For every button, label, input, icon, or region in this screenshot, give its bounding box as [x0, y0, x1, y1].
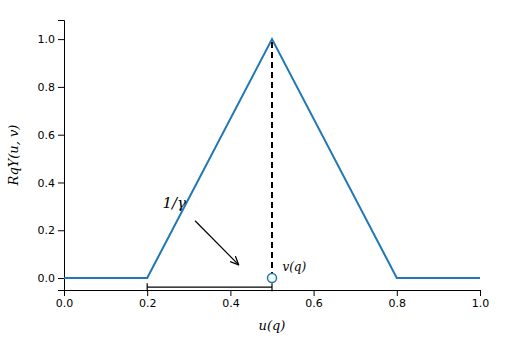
y-axis: 0.0 0.2 0.4 0.6 0.8 1.0	[38, 21, 65, 291]
y-axis-line	[58, 21, 65, 291]
tick-mark	[58, 278, 64, 279]
y-axis-title: RqY(u, v)	[6, 125, 21, 187]
tick: 0.6	[305, 290, 323, 310]
tick-label: 0.6	[38, 129, 56, 142]
tick: 1.0	[472, 290, 490, 310]
tick-mark	[58, 87, 64, 88]
tick-label: 0.2	[139, 297, 157, 310]
point	[268, 274, 277, 283]
tick: 0.0	[38, 272, 65, 285]
tick-label: 0.2	[38, 224, 56, 237]
tick-mark	[230, 290, 231, 296]
tick: 0.8	[38, 81, 65, 94]
bracket-end	[271, 283, 272, 291]
tick-label: 0.0	[38, 272, 56, 285]
annotation-arrow	[195, 221, 239, 265]
tick: 1.0	[38, 33, 65, 46]
tick-label: 1.0	[38, 33, 56, 46]
bracket-line	[147, 287, 272, 288]
tick: 0.4	[38, 176, 65, 189]
x-axis-line	[65, 291, 481, 297]
tick: 0.2	[38, 224, 65, 237]
tick-label: 0.8	[38, 81, 56, 94]
tick-mark	[397, 290, 398, 296]
line	[64, 39, 480, 278]
tick-mark	[58, 39, 64, 40]
annotations: 1/γ v(q)	[147, 194, 306, 291]
line	[271, 39, 273, 278]
tick: 0.2	[139, 290, 157, 310]
tick: 0.8	[389, 290, 407, 310]
tick-mark	[480, 290, 481, 296]
tick-label: 0.0	[56, 297, 74, 310]
tick-label: 0.8	[389, 297, 407, 310]
tick-mark	[58, 135, 64, 136]
x-axis: 0.0 0.2 0.4 0.6 0.8 1.0	[56, 290, 490, 310]
tick: 0.6	[38, 129, 65, 142]
x-axis-title: u(q)	[259, 318, 286, 333]
tick-label: 0.4	[222, 297, 240, 310]
annotation: v(q)	[282, 260, 306, 274]
tick: 0.4	[222, 290, 240, 310]
tick-mark	[58, 230, 64, 231]
plot-area	[64, 39, 480, 282]
annotation: 1/γ	[162, 194, 186, 212]
tick: 0.0	[56, 290, 74, 310]
tick-label: 1.0	[472, 297, 490, 310]
tick-label: 0.6	[305, 297, 323, 310]
tick-label: 0.4	[38, 176, 56, 189]
chart: 0.0 0.2 0.4 0.6 0.8 1.0 0.0 0.2 0.4 0.6 0.8 1.0 1/γ v…	[0, 0, 505, 340]
tick-mark	[58, 182, 64, 183]
bracket	[147, 283, 272, 291]
bracket-end	[147, 283, 148, 291]
tick-mark	[314, 290, 315, 296]
